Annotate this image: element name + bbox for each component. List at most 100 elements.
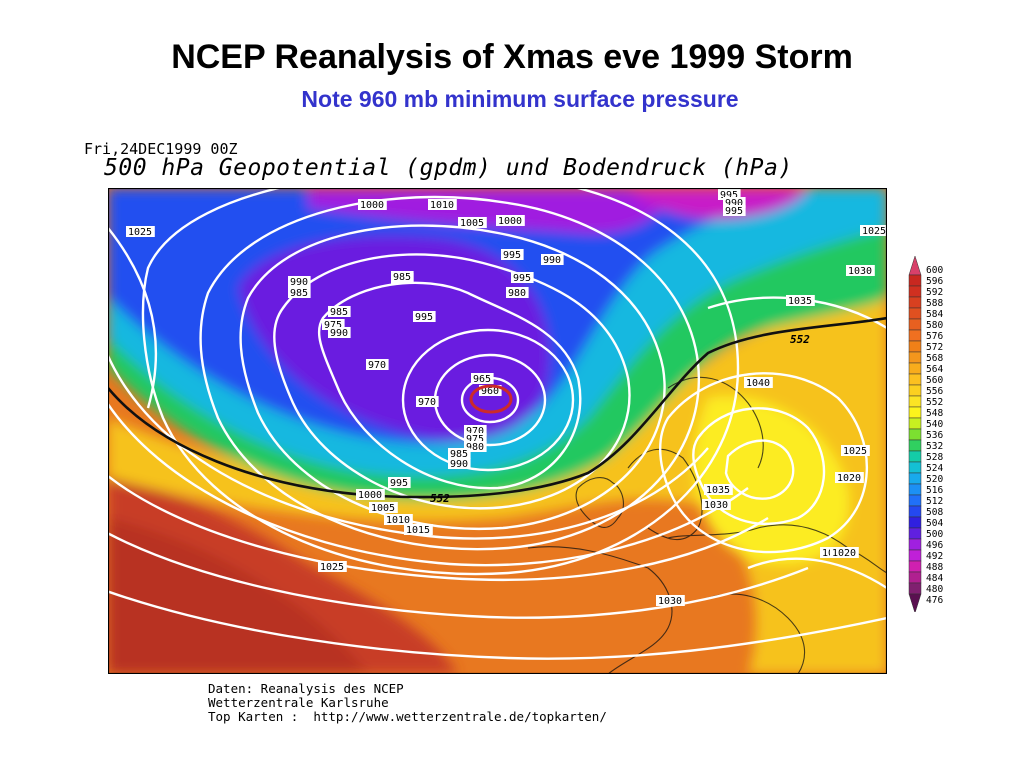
legend-swatch: [908, 373, 922, 386]
legend-swatch: [908, 384, 922, 397]
pressure-label-bg: [541, 254, 564, 265]
weather-map: 1025100010101005100099599099599098598098…: [108, 188, 887, 674]
pressure-label-bg: [318, 561, 347, 572]
pressure-label: 995: [503, 250, 521, 261]
isobar-band-7: [108, 401, 749, 567]
legend-swatch: [908, 593, 922, 612]
legend-swatch: [908, 560, 922, 573]
pressure-label: 975: [466, 434, 484, 445]
legend-swatch: [908, 406, 922, 419]
pressure-label-bg: [366, 359, 389, 370]
pressure-label: 985: [290, 288, 308, 299]
isobar-west-1: [108, 227, 158, 409]
legend-swatch: [908, 296, 922, 309]
contour-552-label: 552: [790, 333, 810, 346]
legend-label: 556: [926, 386, 943, 397]
legend-swatch: [908, 450, 922, 463]
pressure-label: 970: [466, 426, 484, 437]
field-yellow: [108, 288, 887, 674]
legend-label: 516: [926, 485, 943, 496]
isobar-band-3: [239, 224, 666, 531]
legend-label: 552: [926, 397, 943, 408]
legend-label: 596: [926, 276, 943, 287]
pressure-label-bg: [413, 311, 436, 322]
legend-label: 524: [926, 463, 943, 474]
pressure-label-bg: [723, 205, 746, 216]
pressure-label-bg: [830, 547, 859, 558]
legend-label: 504: [926, 518, 943, 529]
pressure-label-bg: [384, 514, 413, 525]
map-frame: [108, 188, 887, 674]
legend-swatch: [908, 439, 922, 452]
field-bright-yellow: [693, 396, 850, 565]
pressure-label-bg: [458, 217, 487, 228]
pressure-label-bg: [704, 484, 733, 495]
pressure-label: 1035: [706, 485, 730, 496]
isobar-high-1: [659, 372, 868, 554]
pressure-label: 975: [324, 320, 342, 331]
pressure-label: 985: [393, 272, 411, 283]
pressure-label: 1035: [788, 296, 812, 307]
pressure-label-bg: [356, 489, 385, 500]
pressure-label-bg: [322, 319, 345, 330]
map-heading: 500 hPa Geopotential (gpdm) und Bodendru…: [104, 155, 793, 181]
pressure-label: 1000: [358, 490, 382, 501]
pressure-label-bg: [860, 225, 887, 236]
pressure-label: 1025: [862, 226, 886, 237]
pressure-label: 1025: [320, 562, 344, 573]
pressure-label-bg: [126, 226, 155, 237]
legend-label: 580: [926, 320, 943, 331]
isobar-band-1: [317, 281, 582, 490]
legend-swatch: [908, 483, 922, 496]
pressure-label-bg: [471, 373, 494, 384]
pressure-label: 970: [368, 360, 386, 371]
legend-label: 592: [926, 287, 943, 298]
isobar-high-2: [692, 407, 826, 526]
credits-line-1: Daten: Reanalysis des NCEP: [208, 681, 404, 696]
pressure-label: 985: [450, 449, 468, 460]
contour-552-label: 552: [430, 492, 450, 505]
pressure-label: 1025: [128, 227, 152, 238]
contour-552-line: [108, 316, 887, 499]
pressure-label-bg: [464, 433, 487, 444]
pressure-label-bg: [496, 215, 525, 226]
isobar-inner-ring-3: [401, 328, 575, 472]
pressure-label: 1030: [848, 266, 872, 277]
pressure-label: 1000: [498, 216, 522, 227]
pressure-label: 990: [290, 277, 308, 288]
legend-swatch: [908, 571, 922, 584]
pressure-label-bg: [448, 458, 471, 469]
pressure-label: 990: [725, 198, 743, 209]
pressure-label: 980: [466, 442, 484, 453]
pressure-label-bg: [288, 276, 311, 287]
pressure-label-bg: [718, 189, 741, 200]
pressure-label-bg: [702, 499, 731, 510]
pressure-label-bg: [723, 197, 746, 208]
pressure-label: 1015: [406, 525, 430, 536]
legend-label: 520: [926, 474, 943, 485]
field-purple: [238, 235, 550, 441]
legend-swatch: [908, 395, 922, 408]
pressure-label: 1005: [371, 503, 395, 514]
pressure-label: 1025: [843, 446, 867, 457]
pressure-label-bg: [328, 306, 351, 317]
pressure-label: 1010: [386, 515, 410, 526]
pressure-label: 1030: [658, 596, 682, 607]
pressure-label-bg: [506, 287, 529, 298]
pressure-label: 965: [473, 374, 491, 385]
pressure-label-bg: [358, 199, 387, 210]
pressure-label-bg: [428, 199, 457, 210]
pressure-label: 1010: [430, 200, 454, 211]
legend-label: 600: [926, 265, 943, 276]
pressure-label: 995: [513, 273, 531, 284]
slide-title: NCEP Reanalysis of Xmas eve 1999 Storm: [171, 38, 853, 76]
pressure-label: 960: [481, 386, 499, 397]
pressure-label: 990: [330, 328, 348, 339]
pressure-label: 970: [418, 397, 436, 408]
legend-swatch: [908, 549, 922, 562]
pressure-label: 1020: [837, 473, 861, 484]
legend-label: 476: [926, 595, 943, 606]
legend-swatch: [908, 417, 922, 430]
legend-label: 584: [926, 309, 943, 320]
legend-label: 500: [926, 529, 943, 540]
